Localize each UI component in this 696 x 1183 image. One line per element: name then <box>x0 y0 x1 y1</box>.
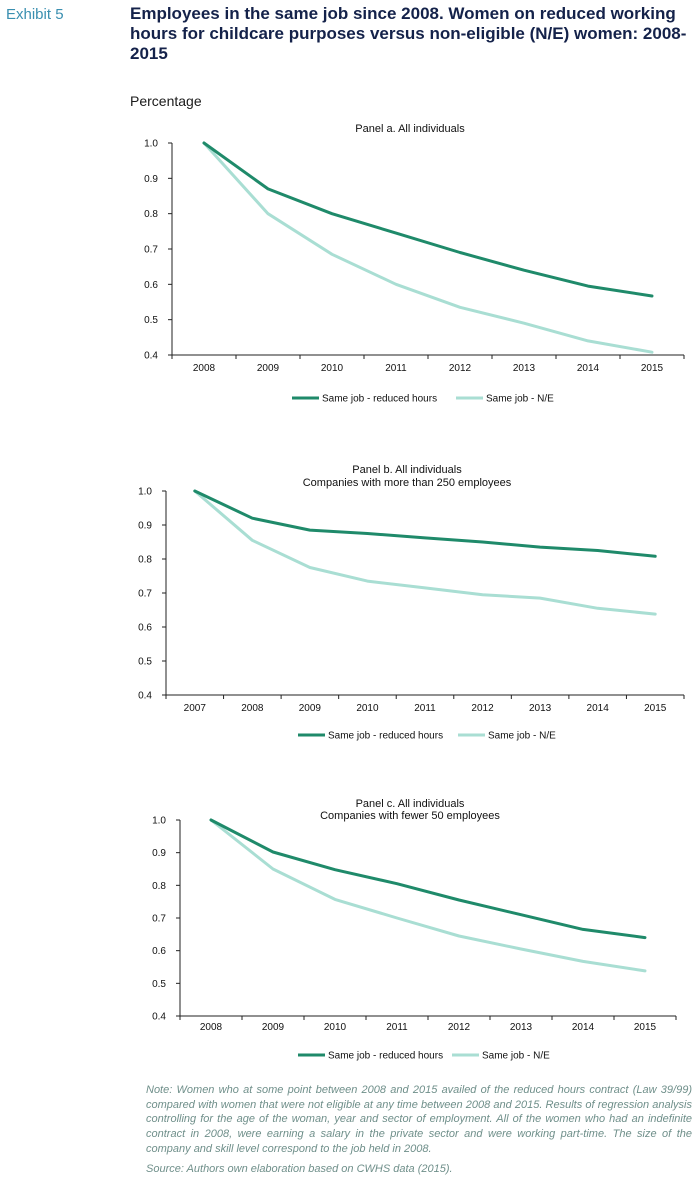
x-tick-label: 2014 <box>577 363 600 374</box>
x-tick-label: 2010 <box>321 363 344 374</box>
panel-title: Companies with fewer 50 employees <box>320 810 500 822</box>
panel-title: Panel a. All individuals <box>355 123 465 135</box>
x-tick-label: 2009 <box>299 703 322 714</box>
series-line <box>193 489 657 616</box>
y-tick-label: 0.5 <box>152 979 166 990</box>
y-tick-label: 0.9 <box>138 521 152 532</box>
chart-panel-a: Panel a. All individuals 1.0 0.9 0.8 0.7 0.6 0… <box>144 123 685 405</box>
legend-label: Same job - reduced hours <box>328 1051 443 1062</box>
y-tick-label: 0.7 <box>152 914 166 925</box>
y-tick-label: 0.7 <box>138 589 152 600</box>
x-tick-label: 2013 <box>513 363 536 374</box>
y-tick-label: 0.8 <box>138 555 152 566</box>
series-line <box>202 141 654 298</box>
panel-title: Panel b. All individuals <box>352 464 462 476</box>
x-tick-label: 2015 <box>641 363 664 374</box>
x-tick-label: 2012 <box>449 363 472 374</box>
y-tick-label: 0.9 <box>144 174 158 185</box>
x-tick-label: 2008 <box>193 363 216 374</box>
x-tick-label: 2012 <box>448 1022 471 1033</box>
panel-title: Companies with more than 250 employees <box>303 477 512 489</box>
x-tick-label: 2013 <box>529 703 552 714</box>
y-tick-label: 0.6 <box>144 280 158 291</box>
x-tick-label: 2007 <box>184 703 207 714</box>
y-tick-label: 1.0 <box>144 139 158 150</box>
series-line <box>209 818 647 940</box>
x-tick-label: 2014 <box>572 1022 595 1033</box>
x-tick-label: 2012 <box>471 703 494 714</box>
panel-title: Panel c. All individuals <box>356 798 465 810</box>
y-tick-label: 0.9 <box>152 848 166 859</box>
legend-label: Same job - N/E <box>488 731 556 742</box>
y-tick-label: 0.6 <box>152 946 166 957</box>
y-tick-label: 0.8 <box>144 209 158 220</box>
y-tick-label: 0.4 <box>144 351 158 362</box>
series-line <box>209 818 647 973</box>
x-tick-label: 2011 <box>386 1022 408 1033</box>
y-tick-label: 1.0 <box>138 487 152 498</box>
x-tick-label: 2008 <box>200 1022 223 1033</box>
unit-label: Percentage <box>130 93 202 109</box>
note-text: Note: Women who at some point between 20… <box>146 1084 692 1155</box>
x-tick-label: 2009 <box>257 363 280 374</box>
source-text: Source: Authors own elaboration based on… <box>146 1163 453 1175</box>
y-tick-label: 0.8 <box>152 881 166 892</box>
x-tick-label: 2011 <box>385 363 407 374</box>
legend-label: Same job - reduced hours <box>328 731 443 742</box>
x-tick-label: 2010 <box>324 1022 347 1033</box>
y-tick-label: 0.6 <box>138 623 152 634</box>
x-tick-label: 2015 <box>644 703 667 714</box>
x-tick-label: 2015 <box>634 1022 657 1033</box>
y-tick-label: 0.4 <box>152 1012 166 1023</box>
x-tick-label: 2010 <box>356 703 379 714</box>
x-tick-label: 2011 <box>414 703 436 714</box>
x-tick-label: 2008 <box>241 703 264 714</box>
x-tick-label: 2014 <box>587 703 610 714</box>
y-tick-label: 0.4 <box>138 691 152 702</box>
legend-label: Same job - N/E <box>486 394 554 405</box>
x-tick-label: 2013 <box>510 1022 533 1033</box>
y-tick-label: 0.5 <box>144 315 158 326</box>
exhibit-title: Employees in the same job since 2008. Wo… <box>130 4 687 63</box>
y-tick-label: 0.7 <box>144 245 158 256</box>
x-tick-label: 2009 <box>262 1022 285 1033</box>
y-tick-label: 1.0 <box>152 816 166 827</box>
legend-label: Same job - reduced hours <box>322 394 437 405</box>
y-tick-label: 0.5 <box>138 657 152 668</box>
exhibit-label: Exhibit 5 <box>6 6 64 23</box>
series-line <box>193 489 657 558</box>
legend-label: Same job - N/E <box>482 1051 550 1062</box>
series-line <box>202 141 654 354</box>
